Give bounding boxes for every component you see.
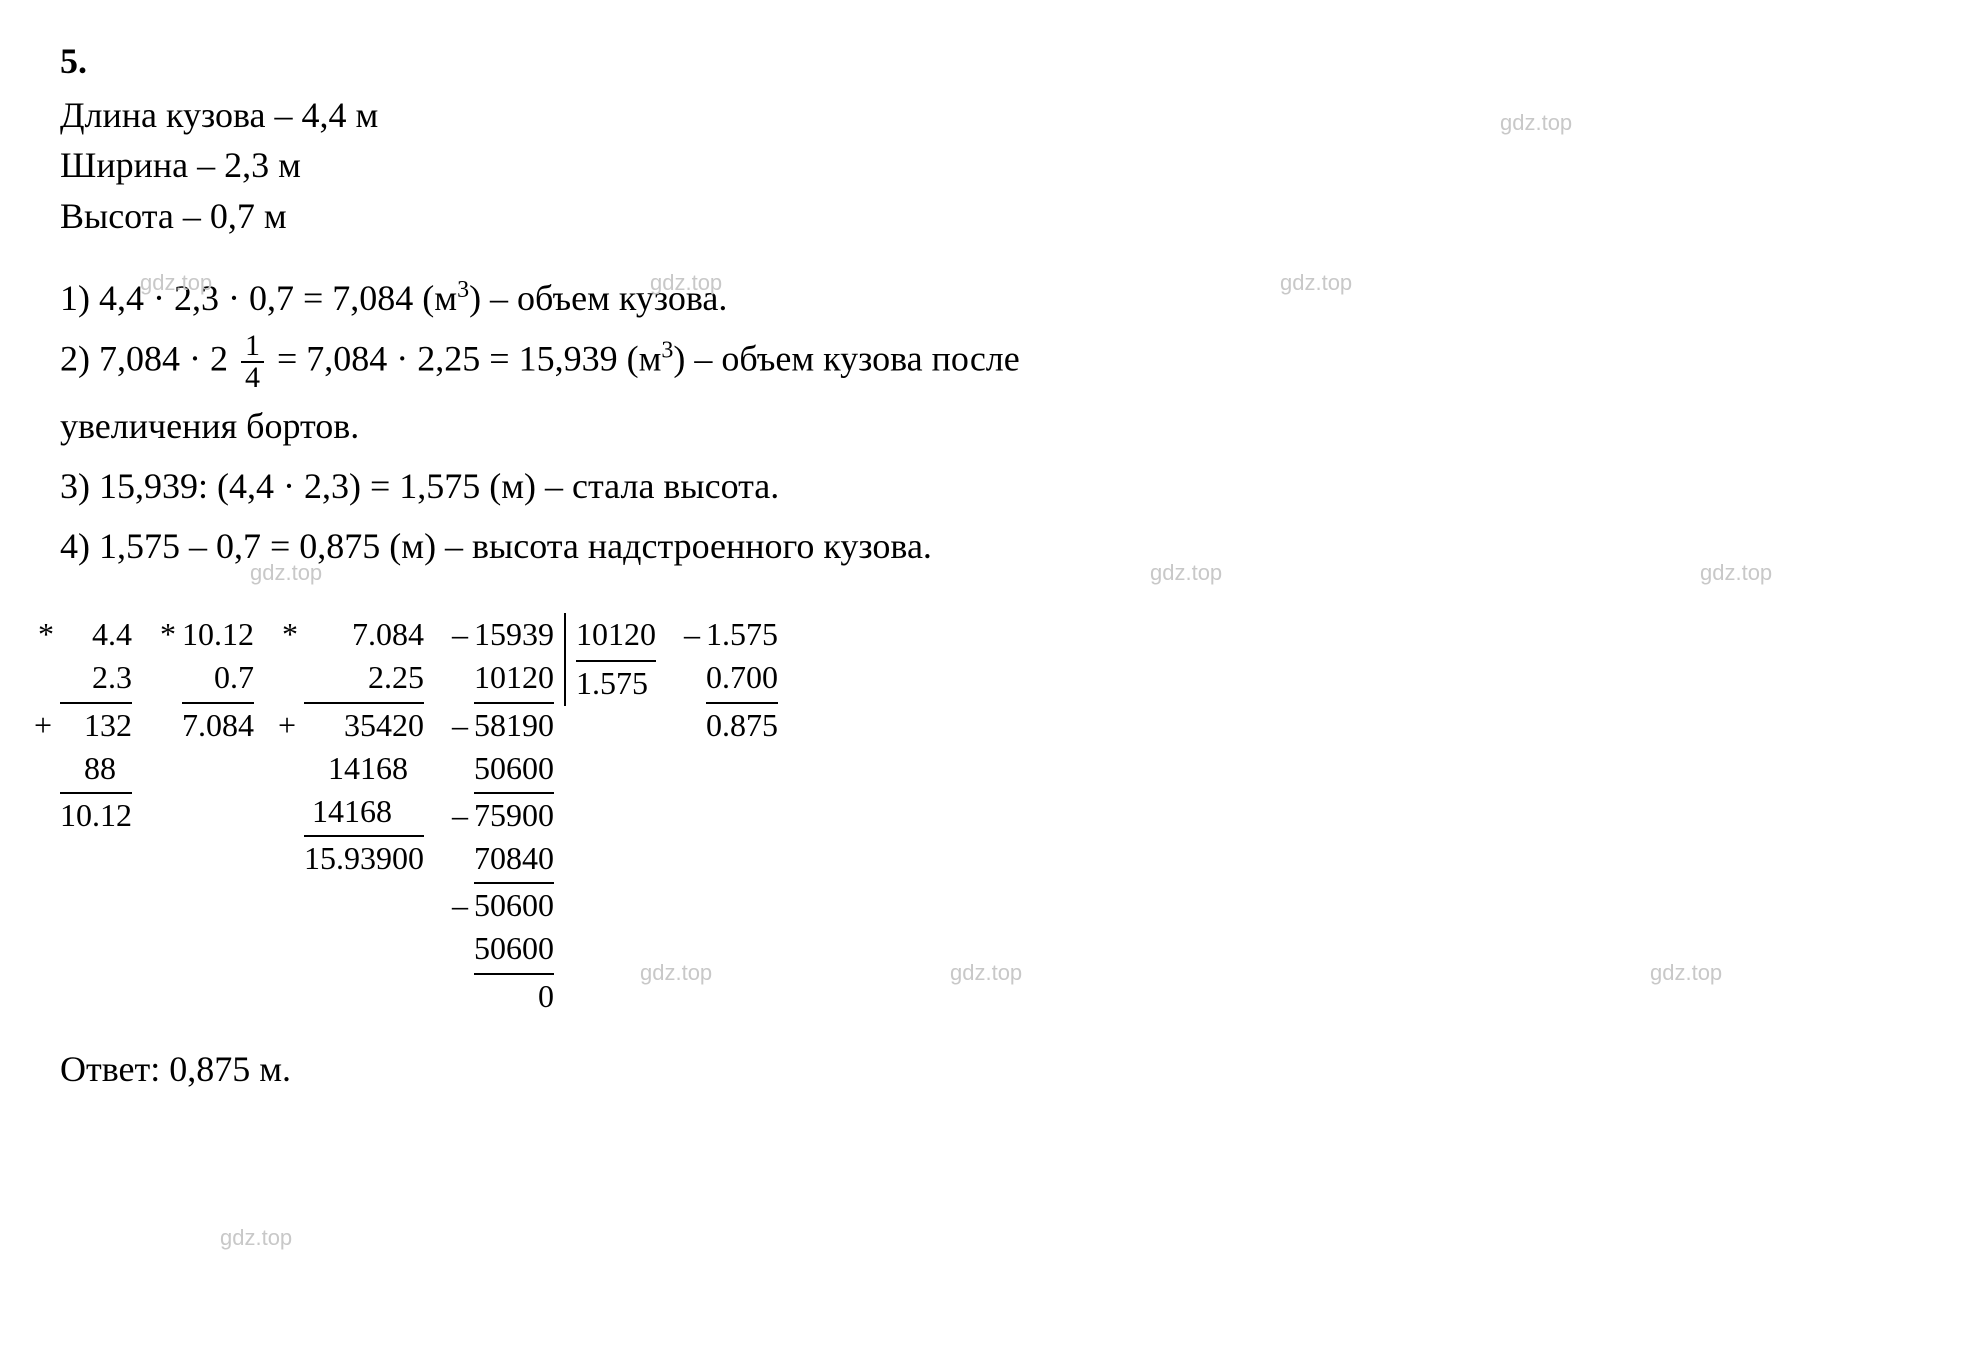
given-height: Высота – 0,7 м [60, 191, 1928, 241]
calc-result: 15.93900 [304, 837, 424, 880]
solution-steps: 1) 4,4 · 2,3 · 0,7 = 7,084 (м3) – объем … [60, 271, 1928, 573]
divisor: 10120 [576, 613, 656, 662]
calc-val: 15939 [474, 616, 554, 652]
step-expr-mid: = 7,084 · 2,25 = 15,939 (м [268, 338, 661, 378]
op-mult: * [38, 613, 54, 656]
calc-val: 35420 [344, 707, 424, 743]
answer: Ответ: 0,875 м. [60, 1048, 1928, 1090]
fraction-bottom: 4 [241, 363, 264, 393]
answer-value: 0,875 м. [169, 1049, 291, 1089]
op-mult: * [160, 613, 176, 656]
step-3: 3) 15,939: (4,4 · 2,3) = 1,575 (м) – ста… [60, 459, 1928, 513]
answer-label: Ответ: [60, 1049, 169, 1089]
calc-mult1: *4.4 2.3 +132 88 10.12 [60, 613, 132, 837]
step-expr: 4,4 · 2,3 · 0,7 = 7,084 (м [90, 278, 457, 318]
op-minus: – [452, 794, 468, 837]
calc-val: 7.084 [352, 616, 424, 652]
calc-mult2: *10.12 0.7 7.084 [182, 613, 254, 747]
calc-result: 0.875 [706, 704, 778, 747]
step-num: 2) [60, 338, 90, 378]
calc-val: 0.700 [706, 656, 778, 703]
problem-number: 5. [60, 40, 1928, 82]
step-desc: ) – объем кузова после [673, 338, 1019, 378]
superscript: 3 [661, 337, 673, 363]
calc-val: 1.575 [706, 616, 778, 652]
op-mult: * [282, 613, 298, 656]
calc-val: 50600 [474, 927, 554, 974]
calc-val: 4.4 [92, 616, 132, 652]
fraction-top: 1 [241, 331, 264, 363]
step-expr: 1,575 – 0,7 = 0,875 (м) – высота надстро… [90, 526, 932, 566]
step-2-continuation: увеличения бортов. [60, 399, 1928, 453]
calc-val: 0 [474, 975, 554, 1018]
calc-val: 50600 [474, 747, 554, 794]
given-width: Ширина – 2,3 м [60, 140, 1928, 190]
step-desc: ) – объем кузова. [469, 278, 727, 318]
fraction: 14 [241, 331, 264, 393]
step-1: 1) 4,4 · 2,3 · 0,7 = 7,084 (м3) – объем … [60, 271, 1928, 325]
calc-val: 88 [60, 747, 132, 794]
given-length: Длина кузова – 4,4 м [60, 90, 1928, 140]
calc-val: 50600 [474, 887, 554, 923]
column-calculations: *4.4 2.3 +132 88 10.12 *10.12 0.7 7.084 … [60, 613, 1928, 1018]
watermark: gdz.top [220, 1225, 292, 1251]
calc-longdiv: –15939 10120 –58190 50600 –75900 70840 –… [474, 613, 656, 1018]
op-plus: + [278, 704, 296, 747]
op-minus: – [452, 884, 468, 927]
calc-sub: –1.575 0.700 0.875 [706, 613, 778, 747]
calc-val: 70840 [474, 837, 554, 884]
calc-mult3: *7.084 2.25 +35420 14168 14168 15.93900 [304, 613, 424, 880]
op-minus: – [684, 613, 700, 656]
calc-val: 2.3 [60, 656, 132, 703]
step-num: 1) [60, 278, 90, 318]
op-minus: – [452, 704, 468, 747]
superscript: 3 [457, 277, 469, 303]
calc-val: 2.25 [304, 656, 424, 703]
op-plus: + [34, 704, 52, 747]
step-num: 4) [60, 526, 90, 566]
step-4: 4) 1,575 – 0,7 = 0,875 (м) – высота надс… [60, 519, 1928, 573]
step-num: 3) [60, 466, 90, 506]
step-expr: 15,939: (4,4 · 2,3) = 1,575 (м) – стала … [90, 466, 779, 506]
calc-val: 10.12 [182, 616, 254, 652]
calc-val: 132 [84, 707, 132, 743]
calc-result: 10.12 [60, 794, 132, 837]
calc-val: 58190 [474, 707, 554, 743]
quotient: 1.575 [576, 662, 656, 705]
op-minus: – [452, 613, 468, 656]
calc-val: 14168 [304, 790, 424, 837]
calc-val: 0.7 [182, 656, 254, 703]
calc-val: 14168 [304, 747, 424, 790]
calc-val: 75900 [474, 797, 554, 833]
calc-result: 7.084 [182, 704, 254, 747]
step-2: 2) 7,084 · 2 14 = 7,084 · 2,25 = 15,939 … [60, 331, 1928, 393]
calc-val: 10120 [474, 656, 554, 703]
step-expr: 7,084 · 2 [90, 338, 237, 378]
